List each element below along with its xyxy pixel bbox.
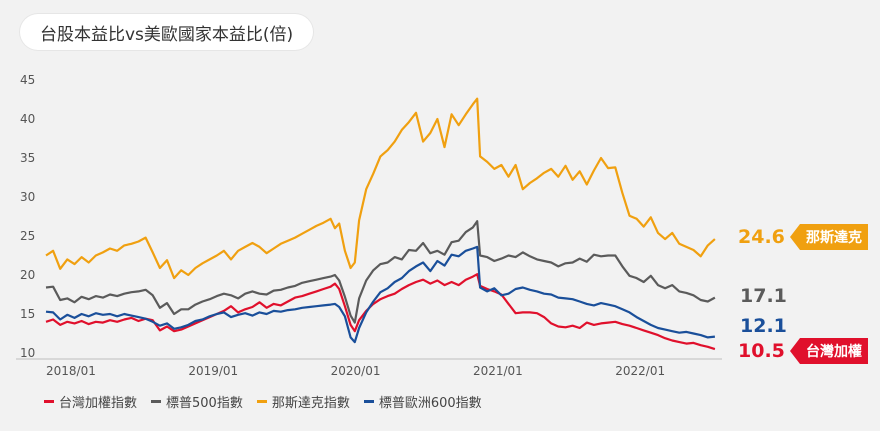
y-tick-label: 45 bbox=[20, 73, 35, 87]
legend-label: 台灣加權指數 bbox=[59, 396, 138, 411]
legend-item: 台灣加權指數 bbox=[44, 392, 137, 411]
chart-title: 台股本益比vs美歐國家本益比(倍) bbox=[20, 14, 314, 50]
x-tick-label: 2021/01 bbox=[473, 364, 523, 378]
y-tick-label: 35 bbox=[20, 151, 35, 165]
legend-swatch bbox=[363, 400, 374, 403]
series-tag-text: 台灣加權 bbox=[806, 343, 862, 360]
x-tick-label: 2019/01 bbox=[188, 364, 238, 378]
chart-title-text: 台股本益比vs美歐國家本益比(倍) bbox=[40, 24, 294, 45]
series-tag: 台灣加權 bbox=[790, 338, 868, 364]
x-axis: 2018/01 2019/01 2020/01 2021/01 2022/01 bbox=[16, 358, 722, 378]
chart-legend: 台灣加權指數 標普500指數 那斯達克指數 標普歐洲600指數 bbox=[44, 392, 482, 411]
y-tick-label: 15 bbox=[20, 307, 35, 321]
y-tick-label: 40 bbox=[20, 112, 35, 126]
end-labels: 10.5 台灣加權 17.1 24.6 那斯達克 12.1 bbox=[738, 224, 868, 364]
series-tag-shape bbox=[790, 338, 868, 364]
end-value-label: 10.5 bbox=[738, 340, 785, 362]
series-tag-shape bbox=[790, 224, 868, 250]
x-tick-label: 2022/01 bbox=[615, 364, 665, 378]
series-tag: 那斯達克 bbox=[790, 224, 868, 250]
end-value-label: 17.1 bbox=[740, 285, 787, 307]
x-tick-label: 2018/01 bbox=[46, 364, 96, 378]
end-value-label: 12.1 bbox=[740, 315, 787, 337]
y-tick-label: 10 bbox=[20, 346, 35, 360]
x-tick-label: 2020/01 bbox=[331, 364, 381, 378]
legend-swatch bbox=[151, 400, 162, 403]
y-tick-label: 30 bbox=[20, 190, 35, 204]
series-line-2 bbox=[45, 97, 716, 280]
legend-label: 標普500指數 bbox=[166, 396, 243, 411]
legend-item: 標普歐洲600指數 bbox=[363, 392, 482, 411]
series-line-1 bbox=[45, 220, 716, 324]
legend-label: 標普歐洲600指數 bbox=[378, 396, 482, 411]
series-lines bbox=[45, 97, 716, 351]
series-tag-text: 那斯達克 bbox=[806, 229, 862, 246]
legend-swatch bbox=[44, 400, 54, 403]
legend-item: 那斯達克指數 bbox=[256, 392, 350, 411]
series-line-0 bbox=[45, 273, 716, 351]
y-tick-label: 20 bbox=[20, 268, 35, 282]
end-value-label: 24.6 bbox=[738, 226, 785, 248]
legend-swatch bbox=[256, 400, 267, 403]
legend-item: 標普500指數 bbox=[151, 392, 243, 411]
y-tick-label: 25 bbox=[20, 229, 35, 243]
y-axis: 10 15 20 25 30 35 40 45 bbox=[20, 73, 35, 360]
series-line-3 bbox=[45, 245, 716, 344]
legend-label: 那斯達克指數 bbox=[271, 396, 350, 411]
